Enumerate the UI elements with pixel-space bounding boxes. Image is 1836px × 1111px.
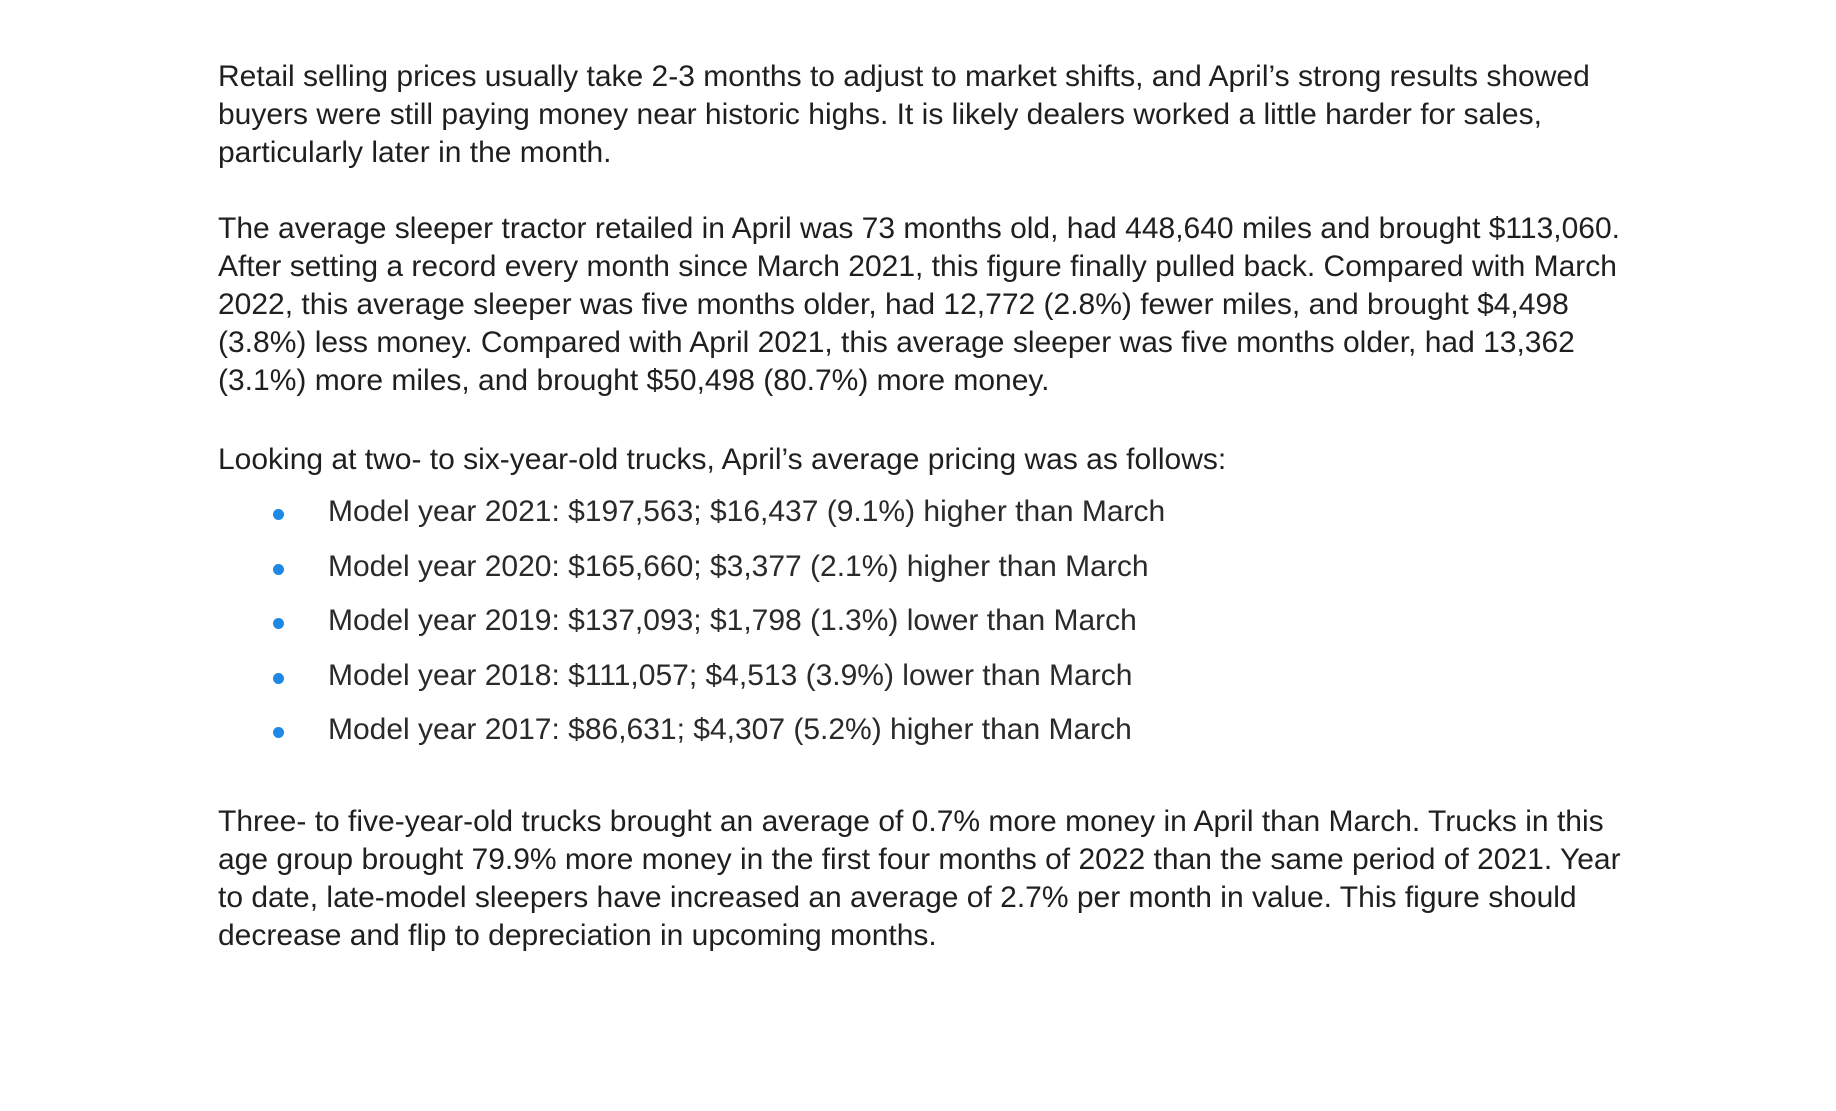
bullet-icon bbox=[273, 509, 284, 520]
bullet-icon bbox=[273, 618, 284, 629]
list-item-text: Model year 2020: $165,660; $3,377 (2.1%)… bbox=[328, 549, 1149, 583]
list-item-text: Model year 2017: $86,631; $4,307 (5.2%) … bbox=[328, 713, 1132, 746]
list-item: Model year 2017: $86,631; $4,307 (5.2%) … bbox=[218, 711, 1638, 749]
list-item: Model year 2021: $197,563; $16,437 (9.1%… bbox=[218, 493, 1638, 531]
bullet-icon bbox=[273, 563, 284, 575]
list-item: Model year 2018: $111,057; $4,513 (3.9%)… bbox=[218, 657, 1638, 695]
list-item-text: Model year 2021: $197,563; $16,437 (9.1%… bbox=[328, 495, 1166, 528]
list-item-text: Model year 2019: $137,093; $1,798 (1.3%)… bbox=[328, 604, 1137, 637]
list-item-text: Model year 2018: $111,057; $4,513 (3.9%)… bbox=[328, 658, 1133, 692]
paragraph-pricing-intro: Looking at two- to six-year-old trucks, … bbox=[218, 443, 1227, 476]
paragraph-three-to-five-year-trucks: Three- to five-year-old trucks brought a… bbox=[218, 805, 1621, 952]
article-body: Retail selling prices usually take 2-3 m… bbox=[218, 58, 1638, 955]
model-year-pricing-list: Model year 2021: $197,563; $16,437 (9.1%… bbox=[218, 493, 1638, 749]
bullet-icon bbox=[273, 727, 284, 738]
paragraph-retail-prices: Retail selling prices usually take 2-3 m… bbox=[218, 60, 1590, 169]
list-item: Model year 2019: $137,093; $1,798 (1.3%)… bbox=[218, 602, 1638, 640]
list-item: Model year 2020: $165,660; $3,377 (2.1%)… bbox=[218, 548, 1638, 586]
paragraph-average-sleeper: The average sleeper tractor retailed in … bbox=[218, 212, 1620, 397]
bullet-icon bbox=[273, 672, 284, 684]
